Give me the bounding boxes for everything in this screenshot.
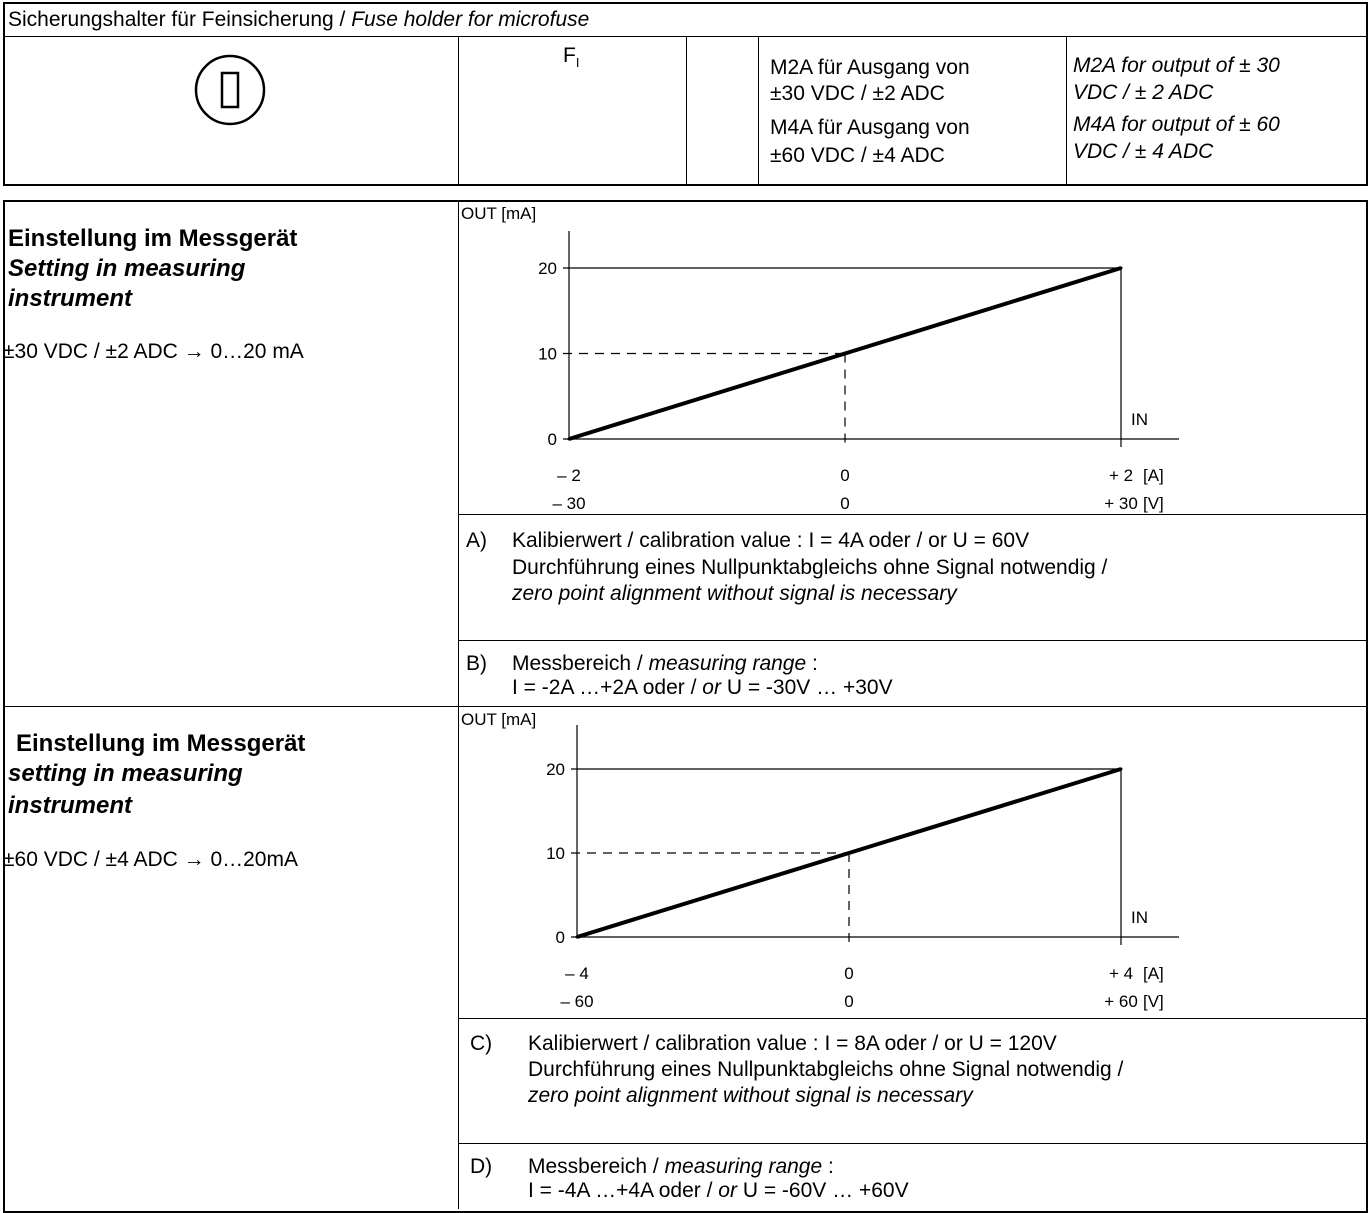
section1-range: ±30 VDC / ±2 ADC → 0…20 mA: [3, 340, 304, 363]
chart2-point-1: [847, 851, 851, 855]
note-d-top-border: [458, 1143, 1368, 1144]
note-b-marker: B): [466, 652, 487, 675]
fuse-table: [3, 2, 1368, 186]
section1-heading-en-1: Setting in measuring: [8, 255, 246, 282]
note-a-top-border: [458, 514, 1368, 515]
fuse-col-divider-1: [458, 36, 459, 186]
chart1-point-2: [1119, 266, 1123, 270]
settings-col-divider: [458, 200, 459, 1209]
note-a-line-1: Kalibierwert / calibration value : I = 4…: [512, 529, 1030, 552]
chart1-ylabel: OUT [mA]: [461, 204, 536, 223]
note-b-line-2-or: or: [702, 676, 721, 699]
fuse-col-divider-4: [1066, 36, 1067, 186]
chart1-ytick-10: 10: [538, 345, 557, 364]
chart1-unit-a: [A]: [1143, 466, 1164, 485]
note-d-line-1: Messbereich / measuring range :: [528, 1155, 834, 1179]
fuse-table-title: Sicherungshalter für Feinsicherung / Fus…: [8, 8, 589, 32]
chart1-xtick-v-2: + 30: [1104, 494, 1138, 513]
chart2-xlabel: IN: [1131, 908, 1148, 927]
fuse-col-divider-3: [758, 36, 759, 186]
note-a-marker: A): [466, 529, 487, 552]
fuse-title-de: Sicherungshalter für Feinsicherung: [8, 8, 334, 31]
chart2-xtick-v-1: 0: [844, 992, 853, 1011]
fuse-symbol-icon: [194, 54, 266, 126]
chart2-xtick-v-0: – 60: [560, 992, 593, 1011]
fuse-title-sep: /: [333, 8, 352, 31]
note-b-line-2-b: U = -30V … +30V: [720, 676, 893, 699]
note-b-line-1-en: measuring range: [648, 652, 807, 675]
note-d-line-1-end: :: [822, 1155, 834, 1178]
chart1-point-1: [843, 352, 847, 355]
note-d-line-2-or: or: [718, 1179, 737, 1202]
note-d-marker: D): [470, 1155, 493, 1178]
note-d-line-1-en: measuring range: [664, 1155, 823, 1178]
note-c-line-2: Durchführung eines Nullpunktabgleichs oh…: [528, 1058, 1124, 1081]
chart1-ytick-20: 20: [538, 259, 557, 278]
fuse-de-line-3: M4A für Ausgang von: [770, 116, 970, 139]
chart1-unit-v: [V]: [1143, 494, 1164, 513]
fuse-de-line-4: ±60 VDC / ±4 ADC: [770, 144, 945, 167]
chart2-xtick-v-2: + 60: [1104, 992, 1138, 1011]
note-a-line-2: Durchführung eines Nullpunktabgleichs oh…: [512, 556, 1108, 579]
note-c-marker: C): [470, 1032, 493, 1055]
chart2-point-0: [575, 935, 579, 939]
fuse-designator-letter: F: [563, 44, 576, 67]
chart1-xtick-v-1: 0: [840, 494, 849, 513]
fuse-title-en: Fuse holder for microfuse: [351, 8, 590, 31]
fuse-col-divider-2: [686, 36, 687, 186]
fuse-designator-sub: I: [575, 55, 580, 71]
section2-range: ±60 VDC / ±4 ADC → 0…20mA: [3, 848, 298, 871]
chart1-xtick-a-0: – 2: [557, 466, 581, 485]
note-b-line-1: Messbereich / measuring range :: [512, 652, 818, 676]
chart2-xtick-a-2: + 4: [1109, 964, 1133, 983]
note-b-line-2: I = -2A …+2A oder / or U = -30V … +30V: [512, 676, 893, 700]
fuse-en-line-2: VDC / ± 2 ADC: [1073, 81, 1214, 104]
note-d-line-1-de: Messbereich /: [528, 1155, 665, 1178]
chart2-xtick-a-1: 0: [844, 964, 853, 983]
chart2-unit-a: [A]: [1143, 964, 1164, 983]
section2-heading-en-1: setting in measuring: [8, 760, 243, 787]
note-b-line-2-a: I = -2A …+2A oder /: [512, 676, 703, 699]
chart2-ytick-0: 0: [556, 928, 565, 947]
chart1-point-0: [567, 437, 571, 441]
chart2-ytick-20: 20: [546, 760, 565, 779]
note-b-line-1-de: Messbereich /: [512, 652, 649, 675]
chart2-ytick-10: 10: [546, 844, 565, 863]
note-c-line-3: zero point alignment without signal is n…: [528, 1084, 973, 1107]
note-d-line-2-a: I = -4A …+4A oder /: [528, 1179, 719, 1202]
chart1-xtick-v-0: – 30: [552, 494, 585, 513]
chart1-xtick-a-2: + 2: [1109, 466, 1133, 485]
section2-heading-de: Einstellung im Messgerät: [16, 730, 306, 757]
note-d-line-2: I = -4A …+4A oder / or U = -60V … +60V: [528, 1179, 909, 1203]
fuse-designator: FI: [563, 44, 579, 75]
fuse-table-divider: [3, 36, 1368, 37]
chart1-xlabel: IN: [1131, 410, 1148, 429]
chart2-ylabel: OUT [mA]: [461, 710, 536, 729]
section2-heading-en-2: instrument: [8, 792, 133, 819]
chart2-point-2: [1119, 767, 1123, 771]
chart2-unit-v: [V]: [1143, 992, 1164, 1011]
note-b-top-border: [458, 640, 1368, 641]
fuse-en-line-3: M4A for output of ± 60: [1073, 113, 1280, 136]
note-a-line-3: zero point alignment without signal is n…: [512, 582, 957, 605]
fuse-de-line-1: M2A für Ausgang von: [770, 56, 970, 79]
section1-heading-de: Einstellung im Messgerät: [8, 225, 298, 252]
note-c-line-1: Kalibierwert / calibration value : I = 8…: [528, 1032, 1057, 1055]
fuse-en-line-4: VDC / ± 4 ADC: [1073, 140, 1214, 163]
note-c-top-border: [458, 1018, 1368, 1019]
chart2-xtick-a-0: – 4: [565, 964, 589, 983]
note-b-line-1-end: :: [806, 652, 818, 675]
chart1-xtick-a-1: 0: [840, 466, 849, 485]
fuse-en-line-1: M2A for output of ± 30: [1073, 54, 1280, 77]
chart1-ytick-0: 0: [548, 430, 557, 449]
fuse-de-line-2: ±30 VDC / ±2 ADC: [770, 82, 945, 105]
section-divider: [3, 706, 1368, 707]
section1-heading-en-2: instrument: [8, 285, 133, 312]
note-d-line-2-b: U = -60V … +60V: [736, 1179, 909, 1202]
